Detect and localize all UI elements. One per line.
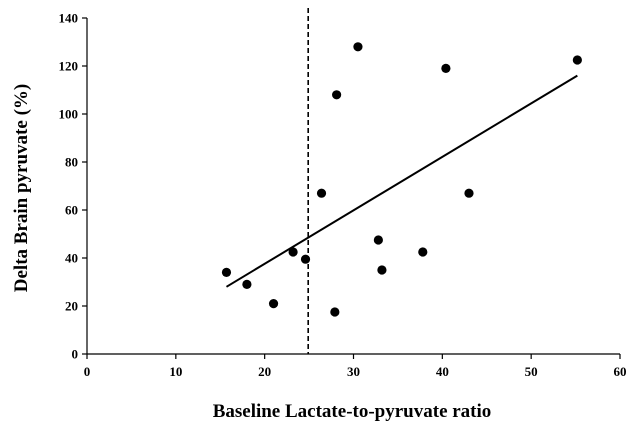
data-point (269, 299, 278, 308)
x-axis-title: Baseline Lactate-to-pyruvate ratio (213, 401, 492, 422)
data-point (464, 189, 473, 198)
x-axis-ticks: 0 10 20 30 40 50 60 (84, 354, 627, 379)
y-tick-label: 120 (59, 59, 79, 74)
data-points (222, 42, 582, 316)
y-tick-label: 100 (59, 107, 79, 122)
data-point (353, 42, 362, 51)
x-tick-label: 0 (84, 364, 91, 379)
y-axis-title: Delta Brain pyruvate (%) (11, 84, 32, 292)
data-point (332, 90, 341, 99)
y-tick-label: 40 (65, 251, 78, 266)
data-point (242, 280, 251, 289)
y-tick-label: 60 (65, 203, 78, 218)
data-point (573, 55, 582, 64)
y-tick-label: 140 (59, 11, 79, 26)
x-tick-label: 20 (258, 364, 271, 379)
y-tick-label: 20 (65, 299, 78, 314)
data-point (330, 307, 339, 316)
data-point (317, 189, 326, 198)
x-tick-label: 50 (525, 364, 538, 379)
data-point (377, 265, 386, 274)
x-tick-label: 60 (614, 364, 627, 379)
y-tick-label: 80 (65, 155, 78, 170)
axes (87, 18, 620, 354)
y-tick-label: 0 (72, 347, 79, 362)
data-point (418, 247, 427, 256)
trendline-group (226, 76, 577, 287)
trendline (226, 76, 577, 287)
data-point (222, 268, 231, 277)
x-tick-label: 30 (347, 364, 360, 379)
data-point (441, 64, 450, 73)
data-point (301, 255, 310, 264)
y-axis-ticks: 0 20 40 60 80 100 120 140 (59, 11, 88, 362)
x-tick-label: 10 (169, 364, 182, 379)
data-point (288, 247, 297, 256)
data-point (374, 235, 383, 244)
x-tick-label: 40 (436, 364, 449, 379)
